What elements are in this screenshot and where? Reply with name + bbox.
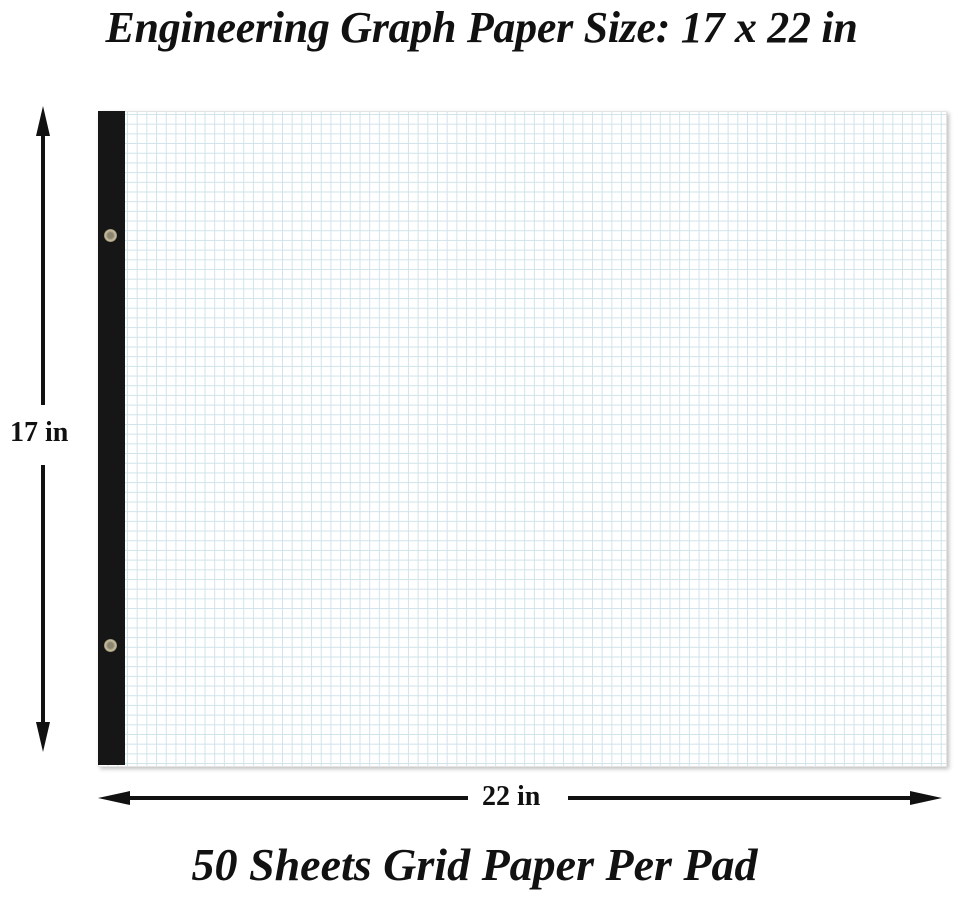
width-arrow [98,791,942,805]
grommet-icon [104,229,117,242]
width-label: 22 in [482,781,541,813]
title: Engineering Graph Paper Size: 17 x 22 in [105,3,858,52]
height-arrow [36,106,50,752]
footer-caption: 50 Sheets Grid Paper Per Pad [191,839,758,890]
graph-paper-sheet [98,111,947,767]
grommet-icon [104,639,117,652]
pad-binding-strip [98,111,125,765]
height-label: 17 in [10,417,69,449]
